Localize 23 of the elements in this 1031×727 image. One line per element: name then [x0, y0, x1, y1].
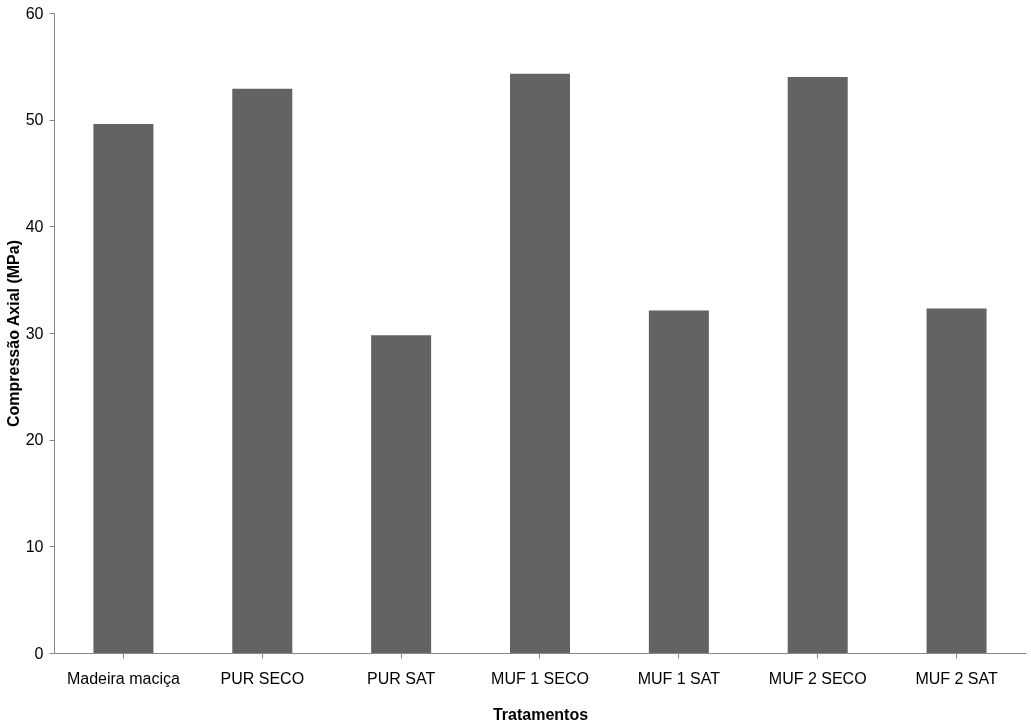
x-tick-label: MUF 1 SECO	[491, 669, 589, 687]
y-tick-label: 0	[34, 644, 44, 662]
bar	[648, 310, 709, 653]
x-tick-label: PUR SAT	[367, 669, 436, 687]
x-axis-title: Tratamentos	[492, 705, 589, 723]
y-tick-label: 50	[25, 111, 44, 129]
y-tick-label: 40	[25, 217, 44, 235]
y-tick-label: 20	[25, 431, 44, 449]
x-tick-label: MUF 2 SAT	[915, 669, 998, 687]
bar	[926, 308, 987, 653]
x-tick-label: MUF 1 SAT	[637, 669, 721, 687]
y-tick-label: 30	[25, 324, 44, 342]
bar	[232, 88, 293, 653]
bar	[787, 77, 848, 653]
bar	[93, 123, 154, 653]
x-tick-label: MUF 2 SECO	[768, 669, 867, 687]
y-tick-label: 60	[25, 4, 44, 22]
y-axis-title: Compressão Axial (MPa)	[4, 239, 22, 428]
y-tick-label: 10	[25, 537, 44, 555]
x-tick-label: Madeira maciça	[66, 669, 180, 687]
bar	[371, 335, 432, 653]
bar	[510, 73, 570, 653]
x-tick-label: PUR SECO	[220, 669, 305, 687]
